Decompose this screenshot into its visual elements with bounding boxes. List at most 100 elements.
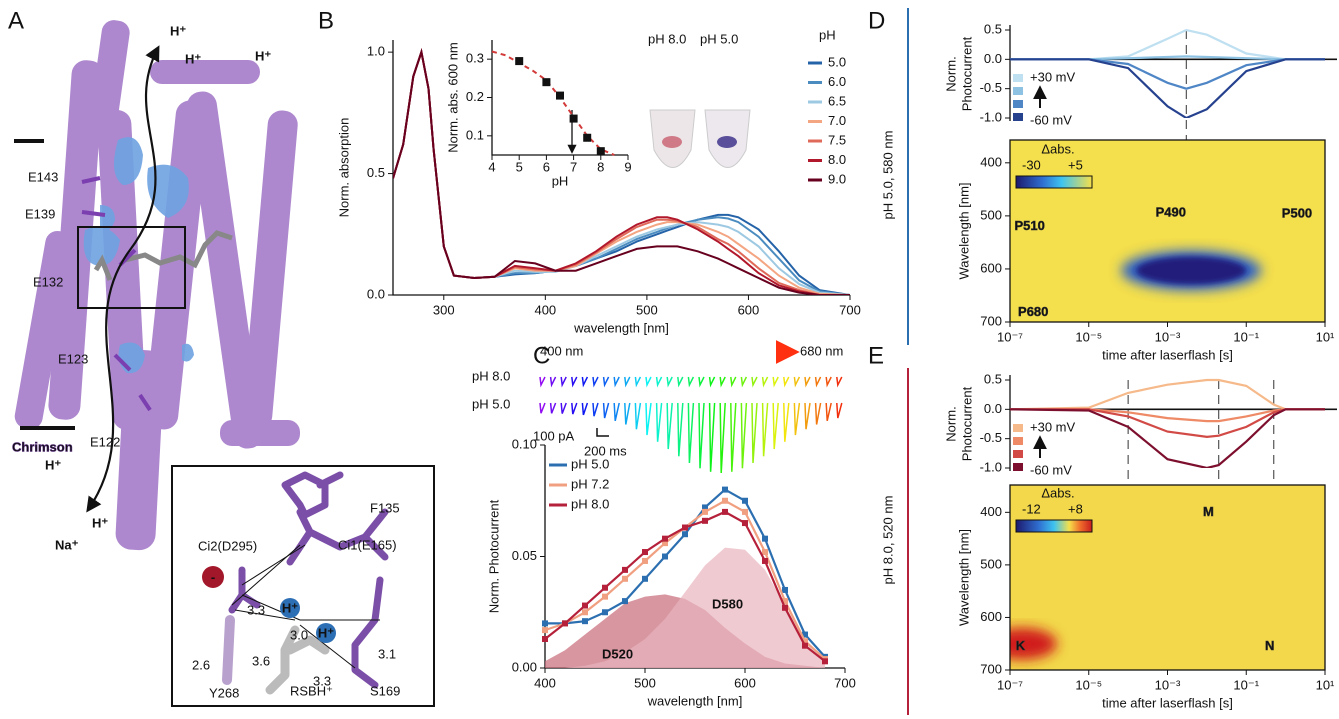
data-point [742,520,748,527]
data-point [542,78,551,87]
distance-label: 3.3 [313,673,331,688]
trace-spike [560,402,567,414]
y-axis-label: Wavelength [nm] [956,529,971,626]
y-tick-label: 600 [980,609,1002,624]
charge-label: H⁺ [282,600,298,615]
x-tick-label: 10⁻⁷ [997,329,1023,344]
legend-swatch [1013,437,1023,445]
y-axis-label: Wavelength [nm] [956,182,971,279]
y-axis-label: Norm. Photocurrent [486,499,501,613]
legend-swatch [1013,450,1023,458]
charge-circle [202,566,224,588]
photo-label: pH 5.0 [700,31,738,46]
data-point [622,598,628,605]
data-point [582,609,588,616]
trace-spike [634,376,642,388]
state-label: K [1016,638,1026,653]
line [1010,378,1325,411]
y-axis-label: Norm. absorption [336,118,351,218]
colorbar-tick-label: -12 [1022,501,1041,516]
x-tick-label: 500 [634,675,656,690]
tube-photo [649,109,751,168]
trace-spike [687,402,695,463]
trace-spike [740,376,748,388]
trace-spike [751,402,758,463]
area-label: D520 [602,646,633,661]
distance-label: 3.6 [252,653,270,668]
proton-circle [316,623,336,643]
x-axis-label: time after laserflash [s] [1102,347,1233,362]
y-tick-label: 0.5 [367,165,385,180]
legend-swatch [1013,74,1023,82]
trace-spike [804,402,811,430]
trace-spike [698,402,705,469]
trace-spike [571,402,578,415]
axes [392,40,850,296]
trace-spike [571,376,578,388]
trace-spike [613,402,620,421]
data-point [682,524,688,531]
data-point [742,497,748,504]
legend-label: pH 7.2 [571,476,609,491]
y-tick-label: 500 [980,556,1002,571]
x-tick-label: 10¹ [1316,329,1335,344]
x-tick-label: 10⁻⁵ [1075,329,1102,344]
data-point [642,575,648,582]
trace-spike [581,402,589,416]
trace-spike [645,402,652,436]
state-label: P500 [1282,206,1312,221]
panel-label: B [318,7,334,34]
data-point [702,504,708,511]
data-point [583,133,592,142]
inset-residue: S169 [370,683,400,698]
panel-label: D [868,7,885,34]
trace-spike [783,376,790,388]
trace-spike [836,376,843,388]
y-tick-label: -1.0 [980,109,1002,124]
x-tick-label: 10¹ [1316,677,1335,692]
photo-label: pH 8.0 [648,31,686,46]
data-point [722,497,728,504]
ion-label: H⁺ [170,23,186,38]
data-point [722,508,728,515]
colorbar-tick-label: +8 [1068,501,1083,516]
trace-spike [740,402,748,469]
legend-label: +30 mV [1030,419,1075,434]
heat-bg [1010,140,1325,322]
data-point [782,604,788,611]
line [393,48,850,295]
data-point [542,627,548,634]
y-axis-label: Norm. abs. 600 nm [445,42,460,153]
distance-label: 3.3 [247,602,265,617]
data-point [722,486,728,493]
scale-bar [596,428,609,437]
state-label: M [1203,504,1214,519]
legend-label: 7.0 [828,113,846,128]
trace-spike [793,376,801,388]
colorbar-title: Δabs. [1041,141,1074,156]
legend-label: 5.0 [828,54,846,69]
transport-arrow [86,45,160,513]
y-axis-label: Norm. [943,56,958,91]
trace-spike [666,376,673,388]
data-point [682,531,688,538]
data-point [542,636,548,643]
colorbar [1015,519,1093,533]
x-tick-label: 10⁻³ [1155,677,1181,692]
panel-label: A [8,7,24,34]
ion-label: H⁺ [45,457,61,472]
trace-spike [602,402,610,419]
side-label: pH 8.0, 520 nm [880,496,895,585]
heat-region [1010,627,1057,660]
x-axis-label: wavelength [nm] [573,320,669,335]
x-tick-label: 10⁻¹ [1233,677,1259,692]
y-tick-label: 1.0 [367,44,385,59]
trace-spike [761,402,769,457]
line [1010,58,1325,90]
x-tick-label: 400 [534,302,556,317]
residue-label: E123 [58,351,88,366]
state-label: P510 [1014,218,1044,233]
ion-label: Na⁺ [55,537,79,552]
scale-label: 100 pA [533,428,575,443]
